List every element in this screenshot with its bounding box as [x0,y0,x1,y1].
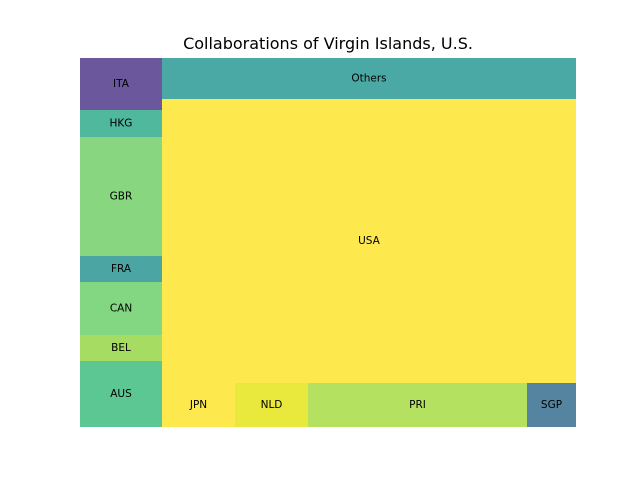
treemap-label-can: CAN [110,303,132,315]
treemap-label-gbr: GBR [110,191,133,203]
treemap-label-aus: AUS [110,388,132,400]
treemap-cell-nld [235,383,308,427]
treemap-cell-hkg [80,110,162,137]
treemap-label-nld: NLD [261,399,283,411]
treemap-cell-usa [162,99,576,383]
treemap-label-usa: USA [358,235,381,247]
treemap-cell-sgp [527,383,576,427]
treemap-cell-others [162,58,576,99]
treemap-label-fra: FRA [111,263,132,275]
treemap-cell-fra [80,256,162,282]
treemap-label-ita: ITA [113,78,130,90]
treemap-label-bel: BEL [111,342,131,354]
treemap-cell-pri [308,383,527,427]
treemap-cell-gbr [80,137,162,256]
treemap-label-sgp: SGP [541,399,562,411]
treemap-label-hkg: HKG [110,118,133,130]
treemap-cell-aus [80,361,162,427]
chart-title: Collaborations of Virgin Islands, U.S. [183,34,473,53]
treemap-cell-can [80,282,162,335]
treemap-cell-jpn [162,383,235,427]
treemap-label-others: Others [351,73,386,85]
treemap-label-pri: PRI [409,399,426,411]
treemap-cell-bel [80,335,162,361]
treemap-cells: ITA HKG GBR FRA CAN BEL AUS Others USA JPN NLD PRI S… [80,58,576,427]
treemap-label-jpn: JPN [189,399,207,411]
treemap-cell-ita [80,58,162,110]
